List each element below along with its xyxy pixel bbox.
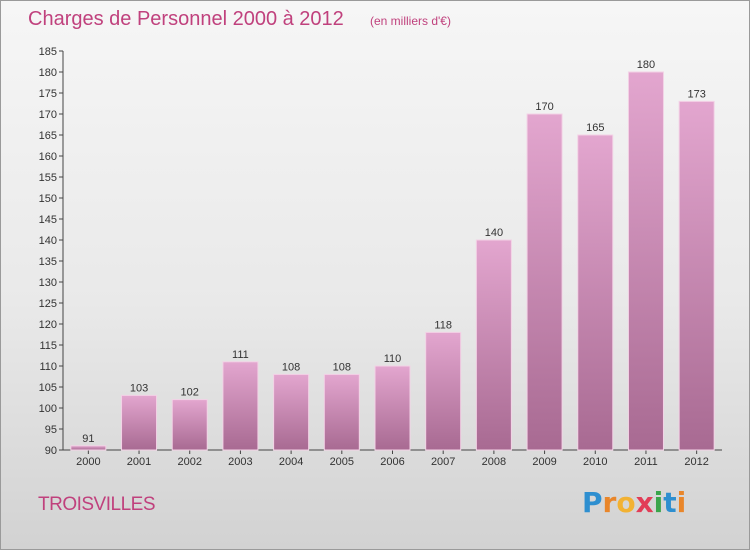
chart-subtitle: (en milliers d'€) bbox=[370, 14, 451, 28]
value-label: 165 bbox=[586, 122, 604, 134]
chart-title: Charges de Personnel 2000 à 2012 bbox=[28, 8, 344, 30]
x-tick-label: 2006 bbox=[380, 456, 404, 468]
bar bbox=[374, 365, 411, 451]
value-label: 170 bbox=[535, 101, 553, 113]
y-tick-label: 110 bbox=[39, 361, 57, 373]
y-tick-label: 145 bbox=[39, 214, 57, 226]
bar bbox=[425, 331, 462, 451]
x-tick-label: 2009 bbox=[532, 456, 556, 468]
y-tick-label: 150 bbox=[39, 193, 57, 205]
y-tick-label: 165 bbox=[39, 130, 57, 142]
logo-letter: i bbox=[676, 486, 687, 519]
x-tick-label: 2011 bbox=[634, 456, 658, 468]
y-tick-label: 120 bbox=[39, 319, 57, 331]
logo-letter: r bbox=[602, 486, 617, 519]
bar bbox=[222, 361, 259, 451]
bar bbox=[678, 100, 715, 451]
y-tick-label: 125 bbox=[39, 298, 57, 310]
x-tick-label: 2005 bbox=[330, 456, 354, 468]
logo-letter: o bbox=[616, 486, 636, 519]
bar bbox=[627, 71, 664, 451]
y-tick-label: 175 bbox=[39, 88, 57, 100]
value-label: 108 bbox=[333, 361, 351, 373]
logo-letter: x bbox=[635, 486, 654, 519]
y-tick-label: 105 bbox=[39, 382, 57, 394]
y-tick-label: 115 bbox=[39, 340, 57, 352]
y-tick-label: 95 bbox=[45, 424, 57, 436]
y-tick-label: 170 bbox=[39, 109, 57, 121]
x-tick-label: 2003 bbox=[228, 456, 252, 468]
bar bbox=[273, 373, 310, 451]
bar bbox=[475, 239, 512, 451]
x-tick-label: 2012 bbox=[684, 456, 708, 468]
value-label: 103 bbox=[130, 382, 148, 394]
bars bbox=[70, 71, 715, 451]
y-tick-label: 100 bbox=[39, 403, 57, 415]
x-tick-label: 2010 bbox=[583, 456, 607, 468]
proxiti-logo[interactable]: Proxiti bbox=[582, 486, 686, 519]
value-label: 111 bbox=[232, 349, 249, 361]
x-tick-label: 2007 bbox=[431, 456, 455, 468]
y-tick-label: 140 bbox=[39, 235, 57, 247]
bar bbox=[70, 445, 107, 451]
commune-name: TROISVILLES bbox=[38, 494, 156, 515]
value-label: 118 bbox=[434, 319, 452, 331]
bar bbox=[577, 134, 614, 451]
logo-letter: P bbox=[582, 486, 603, 519]
x-tick-label: 2000 bbox=[76, 456, 100, 468]
value-label: 173 bbox=[687, 88, 705, 100]
y-tick-label: 135 bbox=[39, 256, 57, 268]
bar bbox=[121, 394, 158, 451]
axes: 90 95 100 105 110 115 120 125 130 135 140 145 150 155… bbox=[39, 46, 722, 457]
logo-letter: t bbox=[663, 486, 677, 519]
value-label: 180 bbox=[637, 59, 655, 71]
y-tick-label: 160 bbox=[39, 151, 57, 163]
bar bbox=[526, 113, 563, 451]
x-tick-label: 2002 bbox=[177, 456, 201, 468]
bar bbox=[171, 399, 208, 451]
bar bbox=[323, 373, 360, 451]
y-tick-label: 90 bbox=[45, 445, 57, 457]
x-tick-label: 2001 bbox=[127, 456, 151, 468]
value-label: 140 bbox=[485, 227, 503, 239]
y-tick-label: 155 bbox=[39, 172, 57, 184]
value-label: 91 bbox=[82, 433, 94, 445]
x-tick-label: 2004 bbox=[279, 456, 303, 468]
value-label: 102 bbox=[181, 387, 199, 399]
value-label: 110 bbox=[384, 353, 402, 365]
y-tick-label: 185 bbox=[39, 46, 57, 58]
labels: 2000 91 2001 103 2002 102 2003 111 2004 108 2005 10… bbox=[76, 59, 709, 468]
y-tick-label: 130 bbox=[39, 277, 57, 289]
logo-letter: i bbox=[653, 486, 664, 519]
x-tick-label: 2008 bbox=[482, 456, 506, 468]
value-label: 108 bbox=[282, 361, 300, 373]
y-tick-label: 180 bbox=[39, 67, 57, 79]
